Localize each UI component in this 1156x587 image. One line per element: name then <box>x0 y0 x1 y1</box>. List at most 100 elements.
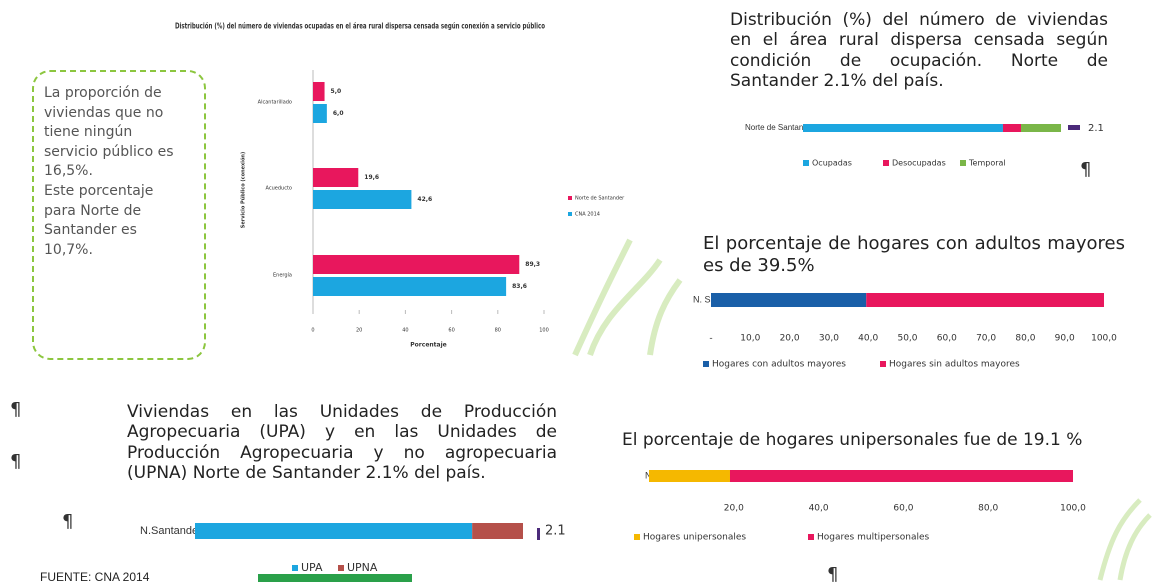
bar-segment <box>195 523 472 539</box>
decoration-bar <box>258 574 412 582</box>
callout-line: 10,7%. <box>44 241 194 261</box>
page: Distribución (%) del número de viviendas… <box>0 0 1156 587</box>
legend-swatch <box>292 565 298 571</box>
legend-swatch <box>568 196 572 200</box>
y-tick-label: Energía <box>273 272 292 279</box>
legend-swatch <box>883 160 889 166</box>
bar <box>313 277 506 296</box>
legend-swatch <box>808 534 814 540</box>
value-label: 6,0 <box>333 110 344 117</box>
annotation-mark <box>1068 125 1080 130</box>
annotation: 2.1 <box>545 524 566 539</box>
x-axis-label: Porcentaje <box>410 342 446 349</box>
callout-line: servicio público es <box>44 143 194 163</box>
legend-label: Norte de Santander <box>575 196 625 202</box>
bar <box>313 82 325 101</box>
legend-label: Hogares unipersonales <box>643 533 746 543</box>
x-tick-label: - <box>709 334 712 344</box>
x-tick-label: 80 <box>495 328 501 334</box>
pilcrow: ¶ <box>62 511 73 532</box>
x-tick-label: 40,0 <box>858 334 878 344</box>
x-tick-label: 40,0 <box>809 504 829 514</box>
value-label: 83,6 <box>512 283 527 290</box>
legend-label: Desocupadas <box>892 159 946 168</box>
legend-swatch <box>634 534 640 540</box>
legend-label: UPA <box>301 561 323 574</box>
callout-line: para Norte de <box>44 202 194 222</box>
value-label: 19,6 <box>364 174 379 181</box>
legend-label: Hogares con adultos mayores <box>712 360 846 370</box>
pilcrow: ¶ <box>10 451 21 472</box>
x-tick-label: 10,0 <box>740 334 760 344</box>
pilcrow: ¶ <box>10 399 21 420</box>
legend-label: Temporal <box>968 159 1006 168</box>
x-tick-label: 80,0 <box>978 504 998 514</box>
annotation-mark <box>537 528 540 540</box>
paragraph: Viviendas en las Unidades de Producción … <box>127 402 557 484</box>
callout-line: tiene ningún <box>44 123 194 143</box>
x-tick-label: 80,0 <box>1015 334 1035 344</box>
x-tick-label: 100 <box>539 328 549 334</box>
legend-label: CNA 2014 <box>575 212 600 218</box>
y-tick-label: N.Santander <box>140 525 202 537</box>
x-tick-label: 90,0 <box>1055 334 1075 344</box>
legend-label: UPNA <box>347 561 378 574</box>
source: FUENTE: CNA 2014 <box>40 570 149 584</box>
bar <box>313 190 411 209</box>
x-tick-label: 20,0 <box>724 504 744 514</box>
x-tick-label: 70,0 <box>976 334 996 344</box>
legend-swatch <box>568 212 572 216</box>
callout-line: 16,5%. <box>44 162 194 182</box>
x-tick-label: 60,0 <box>937 334 957 344</box>
x-tick-label: 40 <box>402 328 408 334</box>
callout-line: viviendas que no <box>44 104 194 124</box>
callout-line: La proporción de <box>44 84 194 104</box>
y-tick-label: Alcantarillado <box>258 100 292 106</box>
decoration-grass <box>1100 500 1150 580</box>
x-tick-label: 50,0 <box>897 334 917 344</box>
bar <box>313 104 327 123</box>
x-tick-label: 100,0 <box>1091 334 1117 344</box>
legend-swatch <box>803 160 809 166</box>
bar-segment <box>730 470 1073 482</box>
paragraph: El porcentaje de hogares unipersonales f… <box>622 430 1142 450</box>
x-tick-label: 20,0 <box>780 334 800 344</box>
bar <box>313 255 519 274</box>
bar-segment <box>649 470 730 482</box>
x-tick-label: 60 <box>448 328 454 334</box>
legend-swatch <box>703 361 709 367</box>
legend-swatch <box>960 160 966 166</box>
callout-line: Este porcentaje <box>44 182 194 202</box>
legend-swatch <box>880 361 886 367</box>
x-tick-label: 0 <box>311 328 314 334</box>
pilcrow: ¶ <box>827 564 838 585</box>
legend-swatch <box>338 565 344 571</box>
annotation: 2.1 <box>1088 123 1104 134</box>
pilcrow: ¶ <box>1080 159 1091 180</box>
bar-segment <box>711 293 866 307</box>
legend-label: Hogares sin adultos mayores <box>889 360 1020 370</box>
bar-segment <box>1003 124 1021 132</box>
x-tick-label: 60,0 <box>893 504 913 514</box>
x-tick-label: 100,0 <box>1060 504 1086 514</box>
bar-segment <box>472 523 523 539</box>
decoration-grass <box>575 240 680 355</box>
value-label: 89,3 <box>525 261 540 268</box>
callout-line: Santander es <box>44 221 194 241</box>
value-label: 5,0 <box>331 88 342 95</box>
chart-title: Distribución (%) del número de viviendas… <box>175 21 545 31</box>
y-axis-label: Servicio Público (conexión) <box>240 152 247 229</box>
y-tick-label: Acueducto <box>266 186 292 192</box>
bar-segment <box>803 124 1003 132</box>
value-label: 42,6 <box>417 196 432 203</box>
paragraph: El porcentaje de hogares con adultos may… <box>703 233 1125 276</box>
paragraph: Distribución (%) del número de viviendas… <box>730 10 1108 92</box>
x-tick-label: 20 <box>356 328 362 334</box>
legend-label: Ocupadas <box>812 159 852 168</box>
bar <box>313 168 358 187</box>
x-tick-label: 30,0 <box>819 334 839 344</box>
bar-segment <box>1021 124 1061 132</box>
bar-segment <box>866 293 1104 307</box>
legend-label: Hogares multipersonales <box>817 533 929 543</box>
